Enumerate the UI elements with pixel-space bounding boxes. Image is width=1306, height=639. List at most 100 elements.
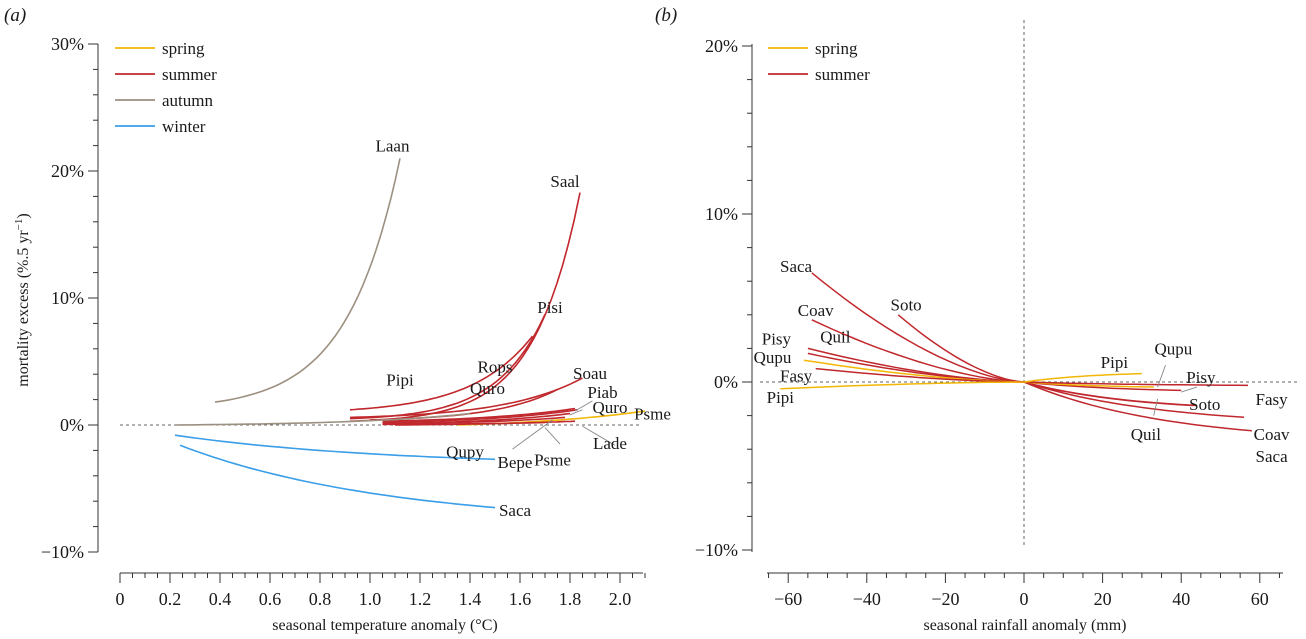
series-label-psme: Psme [534, 450, 571, 469]
series-label-psme: Psme [634, 405, 671, 424]
panel-a-x-ticks: 0 0.2 0.4 0.6 0.8 1.0 1.2 1.4 1.6 1.8 2.0 [116, 573, 632, 609]
panel-b-series [780, 272, 1252, 432]
series-line-bepe [174, 434, 496, 461]
series-label-fasy: Fasy [780, 366, 813, 385]
panel-a-y-minor-ticks [93, 68, 98, 528]
series-label-pisi: Pisi [537, 298, 563, 317]
x-tick-label: 40 [1172, 589, 1190, 609]
legend-label-summer: summer [162, 65, 217, 84]
series-label-saca: Saca [780, 257, 813, 276]
series-label-saal: Saal [550, 172, 580, 191]
leader-line [1153, 398, 1159, 416]
x-tick-label: 0 [116, 589, 125, 609]
x-tick-label: 0.6 [259, 589, 282, 609]
x-tick-label: 1.4 [459, 589, 482, 609]
panel-b-leaders [1153, 365, 1198, 416]
series-label-laan: Laan [376, 137, 410, 156]
series-label-pipi: Pipi [386, 370, 414, 389]
panel-b-x-minor-ticks [768, 573, 1280, 578]
leader-line [544, 427, 561, 445]
x-tick-label: 1.6 [509, 589, 532, 609]
x-tick-label: 1.0 [359, 589, 382, 609]
series-line-autumn-low [174, 412, 471, 426]
x-tick-label: 0 [1020, 589, 1029, 609]
legend-label-summer: summer [815, 65, 870, 84]
x-tick-label: 1.8 [559, 589, 582, 609]
leader-line [582, 425, 616, 446]
series-label-soau: Soau [573, 364, 608, 383]
series-label-coav: Coav [1254, 425, 1290, 444]
y-tick-label: 10% [51, 288, 84, 308]
series-label-coav: Coav [798, 301, 834, 320]
panel-a-series [174, 158, 646, 509]
panel-a-x-minor-ticks [132, 573, 646, 578]
series-label-rops: Rops [478, 358, 513, 377]
x-tick-label: 2.0 [609, 589, 632, 609]
x-tick-label: 0.4 [209, 589, 232, 609]
series-label-pipi: Pipi [767, 388, 795, 407]
series-label-quil: Quil [1131, 425, 1162, 444]
series-line-psme [395, 420, 576, 426]
leader-line [574, 400, 593, 412]
series-line-coav [811, 319, 1245, 419]
y-tick-label: −10% [41, 542, 84, 562]
series-label-soto: Soto [891, 296, 922, 315]
x-tick-label: 0.2 [159, 589, 182, 609]
panel-a-leaders [512, 400, 616, 450]
y-tick-label: 10% [705, 204, 738, 224]
y-tick-label: −10% [695, 540, 738, 560]
series-line-saca [179, 444, 496, 509]
series-label-pisy: Pisy [1186, 368, 1216, 387]
panel-a-y-label-end: ) [15, 213, 32, 218]
legend-label-autumn: autumn [162, 91, 213, 110]
series-label-qupu: Qupu [1154, 339, 1192, 358]
series-label-soto: Soto [1189, 395, 1220, 414]
x-tick-label: −20 [931, 589, 959, 609]
panel-a-x-axis-label: seasonal temperature anomaly (°C) [272, 617, 497, 634]
series-line-qupy [382, 416, 566, 425]
leader-line [1181, 386, 1198, 393]
leader-line [512, 419, 553, 450]
series-line-quro [382, 407, 576, 422]
series-line-pipi [780, 372, 1142, 390]
series-line-piab [382, 409, 578, 424]
series-label-pipi: Pipi [1101, 353, 1129, 372]
x-tick-label: 0.8 [309, 589, 332, 609]
panel-b-y-ticks: −10% 0% 10% 20% [695, 36, 752, 560]
series-label-qupu: Qupu [754, 348, 792, 367]
panel-a-y-ticks: −10% 0% 10% 20% 30% [41, 34, 98, 562]
series-label-quil: Quil [820, 328, 851, 347]
panel-a-y-label-sup: −1 [13, 219, 25, 231]
x-tick-label: −40 [853, 589, 881, 609]
series-label-piab: Piab [587, 383, 617, 402]
panel-b-letter: (b) [655, 5, 677, 26]
series-label-pisy: Pisy [762, 329, 792, 348]
panel-a-letter: (a) [4, 5, 26, 26]
series-label-quro: Quro [470, 379, 505, 398]
y-tick-label: 20% [51, 161, 84, 181]
panel-b-y-minor-ticks [747, 79, 752, 517]
series-line-laan [214, 158, 401, 403]
series-label-quro: Quro [593, 398, 628, 417]
legend-label-winter: winter [162, 117, 206, 136]
leader-line [1157, 365, 1166, 388]
x-tick-label: 1.2 [409, 589, 432, 609]
y-tick-label: 30% [51, 34, 84, 54]
panel-a: (a) −10% 0% 10% 20% 30% 0 0.2 0.4 0.6 0.8 1.0 1.2 1… [4, 5, 671, 634]
series-label-fasy: Fasy [1256, 390, 1289, 409]
x-tick-label: 20 [1094, 589, 1112, 609]
x-tick-label: −60 [774, 589, 802, 609]
panel-a-legend: spring summer autumn winter [115, 39, 217, 136]
panel-b-x-axis-label: seasonal rainfall anomaly (mm) [923, 617, 1126, 634]
y-tick-label: 0% [60, 415, 84, 435]
leader-line [569, 409, 583, 416]
series-label-bepe: Bepe [498, 453, 533, 472]
legend-label-spring: spring [162, 39, 205, 58]
series-label-qupy: Qupy [446, 443, 484, 462]
y-tick-label: 20% [705, 36, 738, 56]
panel-a-y-axis-label: mortality excess (%.5 yr−1) [13, 213, 32, 386]
legend-label-spring: spring [815, 39, 858, 58]
series-label-saca: Saca [1256, 447, 1289, 466]
